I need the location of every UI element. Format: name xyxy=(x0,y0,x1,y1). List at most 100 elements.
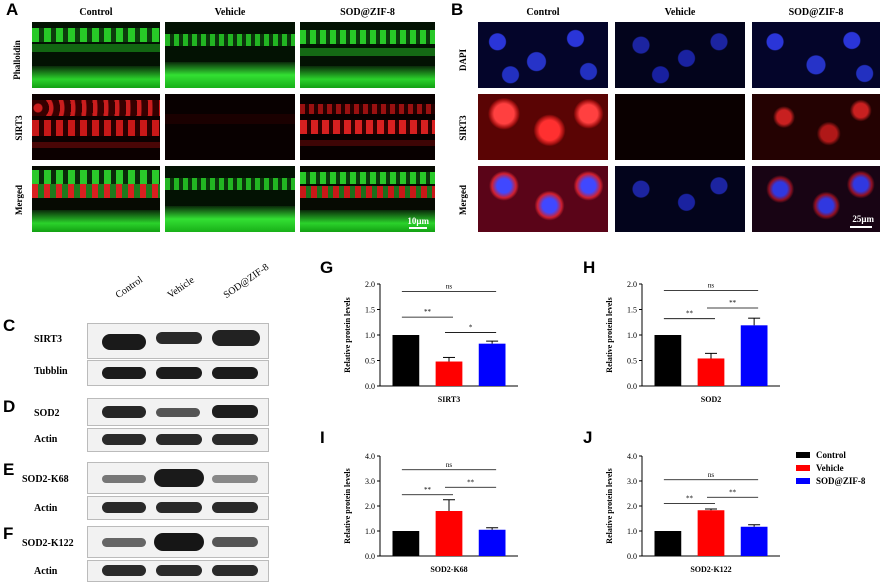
blot-label-sod2: SOD2 xyxy=(34,408,60,419)
chart-i-sig-label: ns xyxy=(446,461,453,469)
panel-b-scale-bar-label: 25μm xyxy=(852,214,874,224)
chart-g-sig-label: * xyxy=(469,323,473,331)
chart-g-bar-sod-zif8 xyxy=(478,343,506,386)
panel-label-j: J xyxy=(583,428,593,447)
chart-h: 0.0 0.5 1.0 1.5 2.0 Relative protein levels SO… xyxy=(605,280,780,404)
chart-g-sig-label: ns xyxy=(446,283,453,291)
blot-label-sod2-k68: SOD2-K68 xyxy=(22,474,69,485)
legend-label-vehicle: Vehicle xyxy=(816,463,844,473)
panel-a-sirt3-control-image xyxy=(32,94,160,160)
panel-b-header-vehicle: Vehicle xyxy=(664,7,696,18)
panel-label-g: G xyxy=(320,258,334,277)
chart-i-ytick-label: 4.0 xyxy=(365,452,375,461)
legend-swatch-vehicle xyxy=(796,465,810,471)
chart-h-bar-vehicle xyxy=(697,358,725,386)
chart-h-xlabel: SOD2 xyxy=(701,395,721,404)
panel-label-f: F xyxy=(3,524,14,543)
panel-b-dapi-sod-image xyxy=(752,22,880,88)
panel-b-merged-sod-image: 25μm xyxy=(752,166,880,232)
blot-label-tubblin: Tubblin xyxy=(34,366,68,377)
panel-a-phalloidin-sod-image xyxy=(300,22,435,88)
blot-actin-2 xyxy=(87,496,269,520)
blot-tubblin xyxy=(87,360,269,386)
chart-i-ytick-label: 3.0 xyxy=(365,477,375,486)
panel-label-i: I xyxy=(320,428,325,447)
chart-j-sig-label: ** xyxy=(729,488,737,496)
panel-b-dapi-control-image xyxy=(478,22,608,88)
legend-label-sod-zif8: SOD@ZIF-8 xyxy=(816,476,866,486)
blot-sod2 xyxy=(87,398,269,426)
chart-g-ylabel: Relative protein levels xyxy=(343,297,352,372)
chart-g-ytick-label: 2.0 xyxy=(365,280,375,289)
chart-i-ytick-label: 0.0 xyxy=(365,552,375,561)
chart-g-ytick-label: 1.0 xyxy=(365,331,375,340)
chart-i: 0.0 1.0 2.0 3.0 4.0 Relative protein levels SO… xyxy=(343,452,518,574)
chart-h-ytick-label: 0.0 xyxy=(627,382,637,391)
panel-a-scale-bar-label: 10μm xyxy=(407,216,429,226)
panel-b-sirt3-control-image xyxy=(478,94,608,160)
chart-j-sig-label: ns xyxy=(708,471,715,479)
blot-label-actin-2: Actin xyxy=(34,503,58,514)
blot-header-control: Control xyxy=(113,274,146,301)
chart-g-sig-label: ** xyxy=(424,308,432,316)
chart-h-bar-control xyxy=(654,335,682,386)
chart-i-bar-vehicle xyxy=(435,511,463,556)
chart-j-ytick-label: 0.0 xyxy=(627,552,637,561)
chart-h-ylabel: Relative protein levels xyxy=(605,297,614,372)
blot-actin-1 xyxy=(87,428,269,452)
chart-h-ytick-label: 1.0 xyxy=(627,331,637,340)
panel-b-merged-control-image xyxy=(478,166,608,232)
chart-j-ytick-label: 4.0 xyxy=(627,452,637,461)
chart-j: 0.0 1.0 2.0 3.0 4.0 Relative protein levels SO… xyxy=(605,452,780,574)
legend-item-vehicle: Vehicle xyxy=(796,463,865,473)
chart-j-ytick-label: 1.0 xyxy=(627,527,637,536)
chart-h-ytick-label: 2.0 xyxy=(627,280,637,289)
chart-i-ytick-label: 1.0 xyxy=(365,527,375,536)
panel-label-a: A xyxy=(6,0,19,19)
chart-j-bar-vehicle xyxy=(697,510,725,556)
panel-a-sirt3-sod-image xyxy=(300,94,435,160)
blot-label-actin-3: Actin xyxy=(34,566,58,577)
chart-j-ytick-label: 2.0 xyxy=(627,502,637,511)
legend: Control Vehicle SOD@ZIF-8 xyxy=(796,450,865,486)
panel-a-header-vehicle: Vehicle xyxy=(214,7,246,18)
chart-g: 0.0 0.5 1.0 1.5 2.0 Relative protein levels SI… xyxy=(343,280,518,404)
panel-label-d: D xyxy=(3,397,16,416)
panel-b-merged-vehicle-image xyxy=(615,166,745,232)
panel-a-merged-sod-image: 10μm xyxy=(300,166,435,232)
chart-i-xlabel: SOD2-K68 xyxy=(430,565,467,574)
chart-h-sig-label: ** xyxy=(729,299,737,307)
panel-b-scale-bar xyxy=(850,226,872,228)
chart-i-sig-label: ** xyxy=(467,478,475,486)
legend-label-control: Control xyxy=(816,450,846,460)
panel-b-sirt3-vehicle-image xyxy=(615,94,745,160)
chart-i-bar-control xyxy=(392,531,420,556)
panel-b-row-sirt3: SIRT3 xyxy=(458,115,468,141)
chart-j-sig-label: ** xyxy=(686,495,694,503)
legend-swatch-sod-zif8 xyxy=(796,478,810,484)
panel-a-row-sirt3: SIRT3 xyxy=(14,115,24,141)
panel-b-row-merged: Merged xyxy=(458,185,468,215)
panel-b-sirt3-sod-image xyxy=(752,94,880,160)
chart-h-bar-sod-zif8 xyxy=(740,325,768,386)
legend-item-sod-zif8: SOD@ZIF-8 xyxy=(796,476,865,486)
panel-label-b: B xyxy=(451,0,464,19)
chart-j-ytick-label: 3.0 xyxy=(627,477,637,486)
blot-header-vehicle: Vehicle xyxy=(165,274,197,301)
chart-h-ytick-label: 0.5 xyxy=(627,357,637,366)
chart-j-bar-control xyxy=(654,531,682,556)
chart-j-ylabel: Relative protein levels xyxy=(605,468,614,543)
chart-h-ytick-label: 1.5 xyxy=(627,306,637,315)
chart-g-bar-control xyxy=(392,335,420,386)
panel-a-merged-control-image xyxy=(32,166,160,232)
blot-label-actin-1: Actin xyxy=(34,434,58,445)
blot-label-sirt3: SIRT3 xyxy=(34,334,62,345)
panel-b-dapi-vehicle-image xyxy=(615,22,745,88)
legend-swatch-control xyxy=(796,452,810,458)
panel-b-header-sod-zif8: SOD@ZIF-8 xyxy=(788,7,844,18)
panel-a-scale-bar xyxy=(409,227,427,229)
blot-sod2-k122 xyxy=(87,526,269,558)
blot-header-sod-zif8: SOD@ZIF-8 xyxy=(221,261,272,301)
chart-i-ylabel: Relative protein levels xyxy=(343,468,352,543)
panel-label-e: E xyxy=(3,460,15,479)
